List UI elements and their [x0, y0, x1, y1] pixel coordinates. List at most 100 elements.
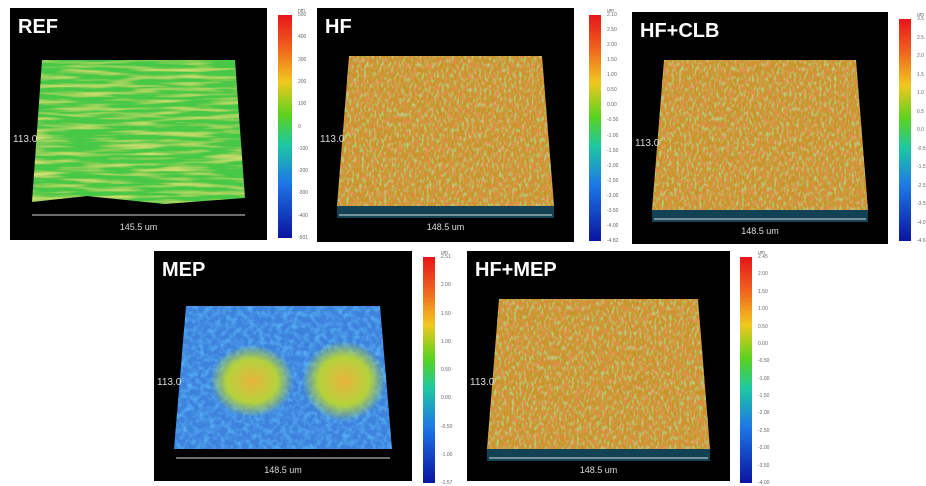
- colorbar-tick-label: -1.57: [441, 480, 453, 486]
- colorbar-tick-label: -300: [298, 190, 309, 197]
- colorbar-tick-label: 0.0: [917, 127, 924, 133]
- panel-label: HF: [325, 16, 352, 38]
- colorbar-tick-label: 1.00: [758, 306, 768, 313]
- colorbar-tick-label: -0.5: [917, 145, 926, 152]
- colorbar-tick-label: -1.50: [758, 393, 770, 400]
- colorbar-tick-label: 200: [298, 78, 307, 85]
- panel-label: MEP: [162, 259, 206, 281]
- colorbar: [278, 15, 292, 238]
- colorbar-tick-label: -3.00: [758, 445, 770, 452]
- colorbar-tick-label: 300: [298, 56, 307, 63]
- colorbar-tick-label: 1.50: [441, 310, 451, 317]
- colorbar: [740, 257, 752, 483]
- colorbar-tick-label: 1.0: [917, 90, 924, 96]
- x-axis-label: 148.5 um: [579, 465, 618, 475]
- colorbar-tick-label: -4.6: [917, 238, 926, 244]
- colorbar-tick-label: -200: [298, 168, 309, 175]
- colorbar-tick-label: -400: [298, 212, 309, 219]
- colorbar-tick-label: -4.82: [607, 238, 619, 244]
- colorbar-tick-label: -3.50: [607, 207, 619, 214]
- colorbar-tick-label: -4.00: [607, 222, 619, 229]
- colorbar-tick-label: -4.00: [758, 480, 770, 486]
- surface-fringe: [337, 206, 554, 218]
- colorbar-tick-label: -1.5: [917, 164, 926, 170]
- surface-image: [652, 60, 868, 222]
- colorbar-unit: um: [441, 250, 448, 256]
- colorbar-tick-label: -501: [298, 235, 309, 241]
- y-axis-label: 113.0: [470, 377, 495, 388]
- y-axis-label: 113.0: [635, 138, 660, 149]
- panel-label: REF: [18, 16, 58, 38]
- colorbar-tick-label: -2.50: [758, 427, 770, 434]
- colorbar-tick-label: -0.50: [758, 358, 770, 365]
- colorbar-tick-label: -2.50: [607, 177, 619, 184]
- panel-label: HF+CLB: [640, 20, 720, 42]
- x-axis-label: 148.5 um: [741, 226, 779, 236]
- surface-image: [337, 56, 554, 218]
- colorbar-tick-label: -2.00: [758, 410, 770, 417]
- colorbar-tick-label: 2.0: [917, 53, 924, 59]
- colorbar-tick-label: 2.10: [607, 12, 617, 18]
- x-axis-label: 148.5 um: [264, 465, 302, 475]
- colorbar-tick-label: -0.50: [607, 117, 619, 124]
- colorbar-unit: um: [917, 12, 924, 18]
- colorbar-unit: um: [758, 250, 765, 256]
- colorbar-tick-label: 2.00: [607, 42, 617, 49]
- surface-image: [32, 60, 245, 216]
- colorbar-tick-label: -1.00: [758, 375, 770, 382]
- colorbar: [589, 15, 601, 241]
- colorbar-tick-label: 2.5: [917, 34, 924, 41]
- colorbar-tick-label: 0.00: [607, 102, 617, 109]
- colorbar-tick-label: -0.50: [441, 423, 453, 430]
- colorbar-tick-label: 0.50: [441, 367, 451, 373]
- colorbar-tick-label: -3.5: [917, 201, 926, 207]
- colorbar-tick-label: 100: [298, 101, 307, 108]
- surface-image: [174, 306, 392, 459]
- colorbar-tick-label: 2.45: [758, 254, 768, 260]
- colorbar-tick-label: -4.0: [917, 219, 926, 226]
- surface-bump: [302, 341, 386, 421]
- surface-panel: HF+MEP 113.0 148.5 um: [467, 251, 730, 481]
- surface: [337, 56, 554, 206]
- colorbar-tick-label: 0.5: [917, 108, 924, 115]
- colorbar-tick-label: 1.50: [607, 57, 617, 64]
- surface-fringe: [652, 210, 868, 222]
- y-axis-label: 113.0: [320, 134, 345, 145]
- x-axis-label: 145.5 um: [119, 222, 158, 232]
- colorbar-tick-label: -1.50: [607, 147, 619, 154]
- colorbar-tick-label: 2.00: [758, 271, 768, 278]
- colorbar-tick-label: 500: [298, 12, 307, 18]
- surface-image: [487, 299, 710, 461]
- colorbar-tick-label: 1.00: [607, 72, 617, 79]
- colorbar-tick-label: -1.00: [607, 132, 619, 139]
- colorbar-tick-label: 400: [298, 34, 307, 41]
- colorbar-tick-label: 2.50: [607, 27, 617, 34]
- colorbar: [899, 19, 911, 241]
- colorbar-tick-label: 3.5: [917, 16, 924, 22]
- colorbar-tick-label: -2.5: [917, 182, 926, 189]
- colorbar-tick-label: -1.00: [441, 451, 453, 458]
- colorbar-tick-label: -2.00: [607, 162, 619, 169]
- surface-bump: [210, 345, 294, 417]
- colorbar-unit: nm: [298, 8, 305, 14]
- surface: [487, 299, 710, 449]
- colorbar-tick-label: 0.50: [758, 323, 768, 330]
- colorbar-tick-label: 0.00: [758, 340, 768, 347]
- surface-panel: REF 113.0 145.5 um: [10, 8, 267, 240]
- colorbar-tick-label: 2.51: [441, 254, 451, 260]
- colorbar-tick-label: 1.50: [758, 288, 768, 295]
- x-axis-label: 148.5 um: [426, 222, 465, 232]
- colorbar: [423, 257, 435, 483]
- y-axis-label: 113.0: [157, 377, 182, 388]
- surface-panel: MEP 113.0 148.5 um: [154, 251, 412, 481]
- colorbar-tick-label: 0: [298, 123, 301, 130]
- colorbar-tick-label: 1.5: [917, 71, 924, 78]
- surface-panel: HF+CLB 113.0 148.5 um: [632, 12, 888, 244]
- panel-label: HF+MEP: [475, 259, 557, 281]
- colorbar-tick-label: 1.00: [441, 338, 451, 345]
- surface: [652, 60, 868, 210]
- colorbar-tick-label: -3.00: [607, 192, 619, 199]
- colorbar-tick-label: -3.50: [758, 462, 770, 469]
- colorbar-tick-label: -100: [298, 145, 309, 152]
